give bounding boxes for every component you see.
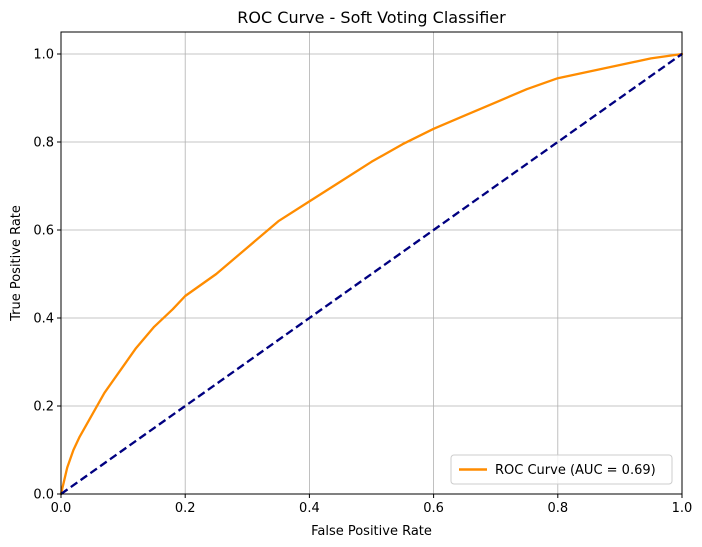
x-tick-label: 0.2: [175, 501, 196, 516]
chart-title: ROC Curve - Soft Voting Classifier: [237, 8, 506, 27]
x-tick-label: 0.8: [547, 501, 568, 516]
y-axis-label: True Positive Rate: [9, 205, 24, 322]
legend-label-roc: ROC Curve (AUC = 0.69): [495, 463, 656, 478]
x-tick-label: 0.4: [299, 501, 320, 516]
x-tick-label: 1.0: [672, 501, 693, 516]
diagonal-reference-line: [60, 53, 683, 495]
y-tick-label: 0.4: [33, 312, 54, 327]
x-axis-label: False Positive Rate: [311, 524, 432, 539]
x-tick-label: 0.0: [51, 501, 72, 516]
legend: ROC Curve (AUC = 0.69): [450, 454, 673, 485]
y-tick-label: 0.2: [33, 400, 54, 415]
legend-box: [450, 454, 673, 485]
y-tick-label: 0.0: [33, 488, 54, 503]
y-tick-label: 1.0: [33, 48, 54, 63]
plot-frame: [60, 31, 683, 495]
y-tick-label: 0.6: [33, 224, 54, 239]
roc-curve-line: [59, 52, 684, 496]
x-tick-label: 0.6: [423, 501, 444, 516]
axis-ticks: 0.0 0.2 0.4 0.6 0.8 1.0 0.0 0.2 0.4 0.6 0.8 1.0: [33, 48, 692, 517]
y-tick-label: 0.8: [33, 136, 54, 151]
series-lines: [59, 52, 684, 496]
